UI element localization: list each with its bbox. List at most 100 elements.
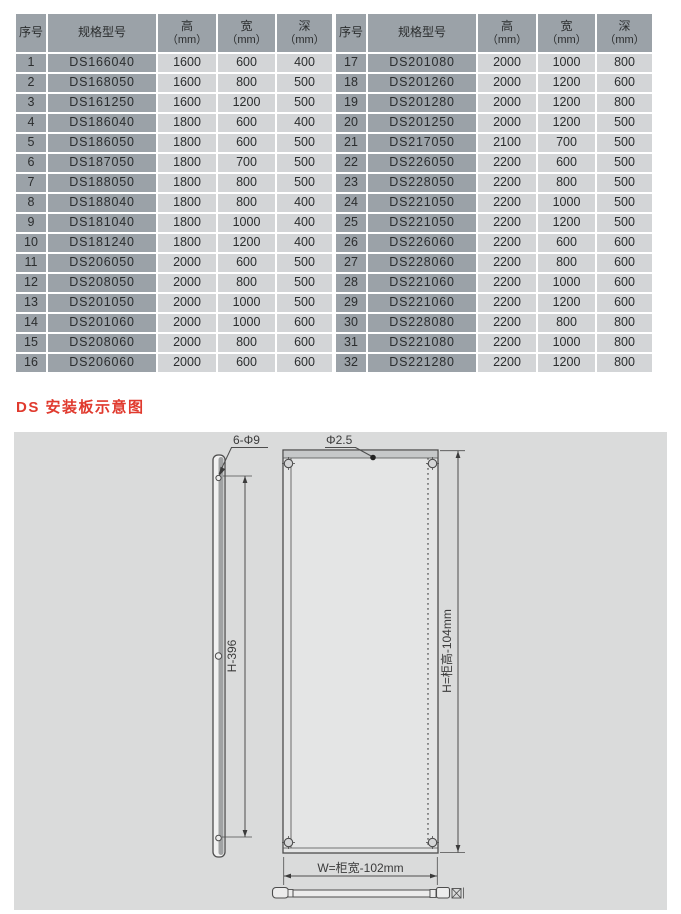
height-cell: 1800: [158, 154, 216, 172]
height-cell: 2000: [158, 294, 216, 312]
width-cell: 700: [538, 134, 595, 152]
model-cell: DS201250: [368, 114, 476, 132]
width-cell: 800: [218, 194, 275, 212]
depth-cell: 800: [597, 54, 652, 72]
index-cell: 20: [336, 114, 366, 132]
table-row: 21 DS217050 2100 700 500: [336, 134, 652, 152]
index-cell: 32: [336, 354, 366, 372]
index-cell: 22: [336, 154, 366, 172]
index-cell: 30: [336, 314, 366, 332]
index-cell: 29: [336, 294, 366, 312]
index-cell: 28: [336, 274, 366, 292]
front-view-plate: [282, 449, 439, 854]
table-row: 16 DS206060 2000 600 600: [16, 354, 332, 372]
model-cell: DS201080: [368, 54, 476, 72]
depth-cell: 600: [277, 354, 332, 372]
depth-cell: 600: [597, 294, 652, 312]
table-row: 32 DS221280 2200 1200 800: [336, 354, 652, 372]
width-cell: 1000: [538, 194, 595, 212]
pilot-hole-label: Φ2.5: [326, 433, 353, 447]
width-cell: 800: [218, 334, 275, 352]
index-cell: 1: [16, 54, 46, 72]
table-row: 25 DS221050 2200 1200 500: [336, 214, 652, 232]
index-cell: 17: [336, 54, 366, 72]
height-cell: 1800: [158, 234, 216, 252]
depth-cell: 500: [597, 214, 652, 232]
index-cell: 23: [336, 174, 366, 192]
width-cell: 1000: [538, 274, 595, 292]
table-row: 6 DS187050 1800 700 500: [16, 154, 332, 172]
model-cell: DS221050: [368, 194, 476, 212]
width-cell: 1000: [218, 294, 275, 312]
index-cell: 11: [16, 254, 46, 272]
height-cell: 2200: [478, 334, 536, 352]
width-cell: 1200: [538, 114, 595, 132]
width-cell: 600: [538, 154, 595, 172]
h-dim-arrow-top: [455, 451, 461, 458]
depth-cell: 800: [597, 334, 652, 352]
index-cell: 18: [336, 74, 366, 92]
index-header: 序号: [336, 14, 366, 52]
depth-cell: 600: [277, 314, 332, 332]
table-row: 4 DS186040 1800 600 400: [16, 114, 332, 132]
height-cell: 2000: [478, 74, 536, 92]
model-cell: DS221050: [368, 214, 476, 232]
width-cell: 600: [218, 54, 275, 72]
index-cell: 2: [16, 74, 46, 92]
depth-header: 深（mm）: [277, 14, 332, 52]
model-cell: DS201260: [368, 74, 476, 92]
height-cell: 2000: [158, 314, 216, 332]
table-row: 26 DS226060 2200 600 600: [336, 234, 652, 252]
plate-height-label: H=柜高-104mm: [439, 609, 454, 693]
model-cell: DS221060: [368, 294, 476, 312]
depth-cell: 500: [597, 174, 652, 192]
width-cell: 1000: [538, 54, 595, 72]
model-cell: DS201280: [368, 94, 476, 112]
screw-bottom-left: [282, 836, 295, 849]
depth-cell: 500: [277, 74, 332, 92]
depth-cell: 500: [277, 94, 332, 112]
model-cell: DS208060: [48, 334, 156, 352]
height-cell: 2200: [478, 354, 536, 372]
width-cell: 800: [538, 174, 595, 192]
depth-cell: 500: [277, 134, 332, 152]
depth-cell: 800: [597, 314, 652, 332]
width-cell: 1200: [538, 354, 595, 372]
height-cell: 2200: [478, 254, 536, 272]
height-cell: 1800: [158, 174, 216, 192]
table-row: 28 DS221060 2200 1000 600: [336, 274, 652, 292]
index-cell: 3: [16, 94, 46, 112]
width-cell: 1000: [218, 214, 275, 232]
height-header: 高（mm）: [478, 14, 536, 52]
table-row: 14 DS201060 2000 1000 600: [16, 314, 332, 332]
width-cell: 1200: [218, 94, 275, 112]
spec-tables: 序号 规格型号高（mm）宽（mm）深（mm） 1 DS166040 1600 600 400…: [14, 12, 667, 374]
mounting-plate-drawing: 6-Φ9 H-396: [212, 433, 465, 899]
index-cell: 15: [16, 334, 46, 352]
width-cell: 600: [218, 354, 275, 372]
depth-header: 深（mm）: [597, 14, 652, 52]
model-cell: DS226060: [368, 234, 476, 252]
height-cell: 2000: [478, 114, 536, 132]
depth-cell: 400: [277, 234, 332, 252]
model-cell: DS221280: [368, 354, 476, 372]
side-hole-top: [215, 474, 222, 482]
index-cell: 21: [336, 134, 366, 152]
height-cell: 2200: [478, 314, 536, 332]
index-cell: 8: [16, 194, 46, 212]
index-cell: 25: [336, 214, 366, 232]
bar-left-notch: [287, 889, 294, 898]
width-cell: 800: [218, 74, 275, 92]
index-cell: 7: [16, 174, 46, 192]
width-cell: 1200: [538, 94, 595, 112]
table-row: 12 DS208050 2000 800 500: [16, 274, 332, 292]
depth-cell: 500: [597, 134, 652, 152]
height-cell: 2200: [478, 214, 536, 232]
table-row: 10 DS181240 1800 1200 400: [16, 234, 332, 252]
width-cell: 1200: [538, 74, 595, 92]
index-cell: 27: [336, 254, 366, 272]
index-cell: 6: [16, 154, 46, 172]
hole-pattern-arrow: [219, 466, 226, 476]
screw-top-right: [426, 457, 439, 470]
height-cell: 2000: [158, 334, 216, 352]
